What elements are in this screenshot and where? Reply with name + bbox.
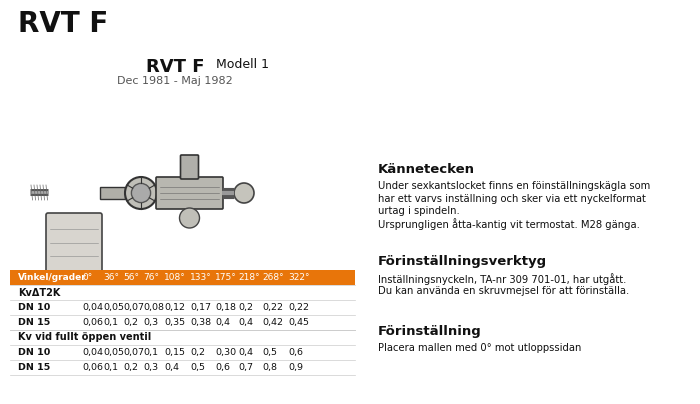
Text: 0,2: 0,2 bbox=[238, 303, 253, 312]
Circle shape bbox=[234, 183, 254, 203]
Text: 0,4: 0,4 bbox=[215, 318, 230, 327]
Text: 0,1: 0,1 bbox=[103, 318, 118, 327]
Text: 0,22: 0,22 bbox=[262, 303, 283, 312]
Text: 0,45: 0,45 bbox=[288, 318, 309, 327]
Text: 0,17: 0,17 bbox=[190, 303, 211, 312]
FancyBboxPatch shape bbox=[181, 155, 199, 179]
Text: Under sexkantslocket finns en föinställningskägla som: Under sexkantslocket finns en föinställn… bbox=[378, 181, 650, 191]
Text: 0,1: 0,1 bbox=[143, 348, 158, 357]
Text: 133°: 133° bbox=[190, 273, 211, 282]
Text: 218°: 218° bbox=[238, 273, 260, 282]
Text: 0,3: 0,3 bbox=[143, 363, 158, 372]
Text: 0,6: 0,6 bbox=[288, 348, 303, 357]
Text: 0,05: 0,05 bbox=[103, 348, 124, 357]
Text: Ursprungligen åtta-kantig vit termostat. M28 gänga.: Ursprungligen åtta-kantig vit termostat.… bbox=[378, 219, 640, 230]
Text: RVT F: RVT F bbox=[146, 58, 204, 76]
Text: 108°: 108° bbox=[164, 273, 186, 282]
Text: 0,12: 0,12 bbox=[164, 303, 185, 312]
Text: Förinställningsverktyg: Förinställningsverktyg bbox=[378, 255, 547, 268]
Text: DN 10: DN 10 bbox=[18, 303, 50, 312]
Text: 175°: 175° bbox=[215, 273, 237, 282]
Text: 0,38: 0,38 bbox=[190, 318, 211, 327]
Text: Du kan använda en skruvmejsel för att förinställa.: Du kan använda en skruvmejsel för att fö… bbox=[378, 286, 629, 295]
Text: 0,07: 0,07 bbox=[123, 303, 144, 312]
Text: 268°: 268° bbox=[262, 273, 284, 282]
Text: Kv vid fullt öppen ventil: Kv vid fullt öppen ventil bbox=[18, 332, 151, 343]
Text: Dec 1981 - Maj 1982: Dec 1981 - Maj 1982 bbox=[117, 76, 233, 86]
Text: 0°: 0° bbox=[82, 273, 92, 282]
Text: RVT F: RVT F bbox=[18, 10, 108, 38]
Text: 0,05: 0,05 bbox=[103, 303, 124, 312]
Text: 0,7: 0,7 bbox=[238, 363, 253, 372]
Text: Vinkel/grader: Vinkel/grader bbox=[18, 273, 87, 282]
Text: Placera mallen med 0° mot utloppssidan: Placera mallen med 0° mot utloppssidan bbox=[378, 343, 582, 353]
Text: 322°: 322° bbox=[288, 273, 309, 282]
FancyBboxPatch shape bbox=[46, 213, 102, 272]
Text: DN 15: DN 15 bbox=[18, 363, 50, 372]
Text: 0,6: 0,6 bbox=[215, 363, 230, 372]
Text: 0,06: 0,06 bbox=[82, 318, 103, 327]
Text: 0,06: 0,06 bbox=[82, 363, 103, 372]
Circle shape bbox=[132, 183, 150, 202]
Text: Kännetecken: Kännetecken bbox=[378, 163, 475, 176]
Text: 0,8: 0,8 bbox=[262, 363, 277, 372]
Text: KvΔT2K: KvΔT2K bbox=[18, 288, 60, 297]
Text: 56°: 56° bbox=[123, 273, 139, 282]
Text: 0,5: 0,5 bbox=[190, 363, 205, 372]
Circle shape bbox=[125, 177, 157, 209]
Text: 0,42: 0,42 bbox=[262, 318, 283, 327]
Text: 0,1: 0,1 bbox=[103, 363, 118, 372]
Text: 0,9: 0,9 bbox=[288, 363, 303, 372]
Text: 0,30: 0,30 bbox=[215, 348, 236, 357]
Text: urtag i spindeln.: urtag i spindeln. bbox=[378, 206, 460, 216]
FancyBboxPatch shape bbox=[156, 177, 223, 209]
Text: 0,4: 0,4 bbox=[238, 348, 253, 357]
Bar bbox=[100, 187, 125, 199]
Text: 0,5: 0,5 bbox=[262, 348, 277, 357]
Text: 0,2: 0,2 bbox=[123, 318, 138, 327]
Text: DN 15: DN 15 bbox=[18, 318, 50, 327]
Text: 0,2: 0,2 bbox=[190, 348, 205, 357]
Text: Modell 1: Modell 1 bbox=[212, 58, 269, 71]
Text: 0,2: 0,2 bbox=[123, 363, 138, 372]
Text: 0,08: 0,08 bbox=[143, 303, 164, 312]
Text: Förinställning: Förinställning bbox=[378, 325, 482, 338]
Text: 0,04: 0,04 bbox=[82, 303, 103, 312]
Circle shape bbox=[179, 208, 200, 228]
Text: 0,07: 0,07 bbox=[123, 348, 144, 357]
Text: 0,15: 0,15 bbox=[164, 348, 185, 357]
Text: Inställningsnyckeln, TA-nr 309 701-01, har utgått.: Inställningsnyckeln, TA-nr 309 701-01, h… bbox=[378, 273, 626, 285]
Text: 0,3: 0,3 bbox=[143, 318, 158, 327]
Text: har ett varvs inställning och sker via ett nyckelformat: har ett varvs inställning och sker via e… bbox=[378, 194, 646, 204]
Text: 0,04: 0,04 bbox=[82, 348, 103, 357]
Text: 36°: 36° bbox=[103, 273, 119, 282]
Text: 0,4: 0,4 bbox=[238, 318, 253, 327]
Text: DN 10: DN 10 bbox=[18, 348, 50, 357]
Text: 0,4: 0,4 bbox=[164, 363, 179, 372]
Text: 0,22: 0,22 bbox=[288, 303, 309, 312]
Text: 0,18: 0,18 bbox=[215, 303, 236, 312]
Text: 76°: 76° bbox=[143, 273, 159, 282]
Bar bbox=[10, 270, 355, 285]
Text: 0,35: 0,35 bbox=[164, 318, 185, 327]
